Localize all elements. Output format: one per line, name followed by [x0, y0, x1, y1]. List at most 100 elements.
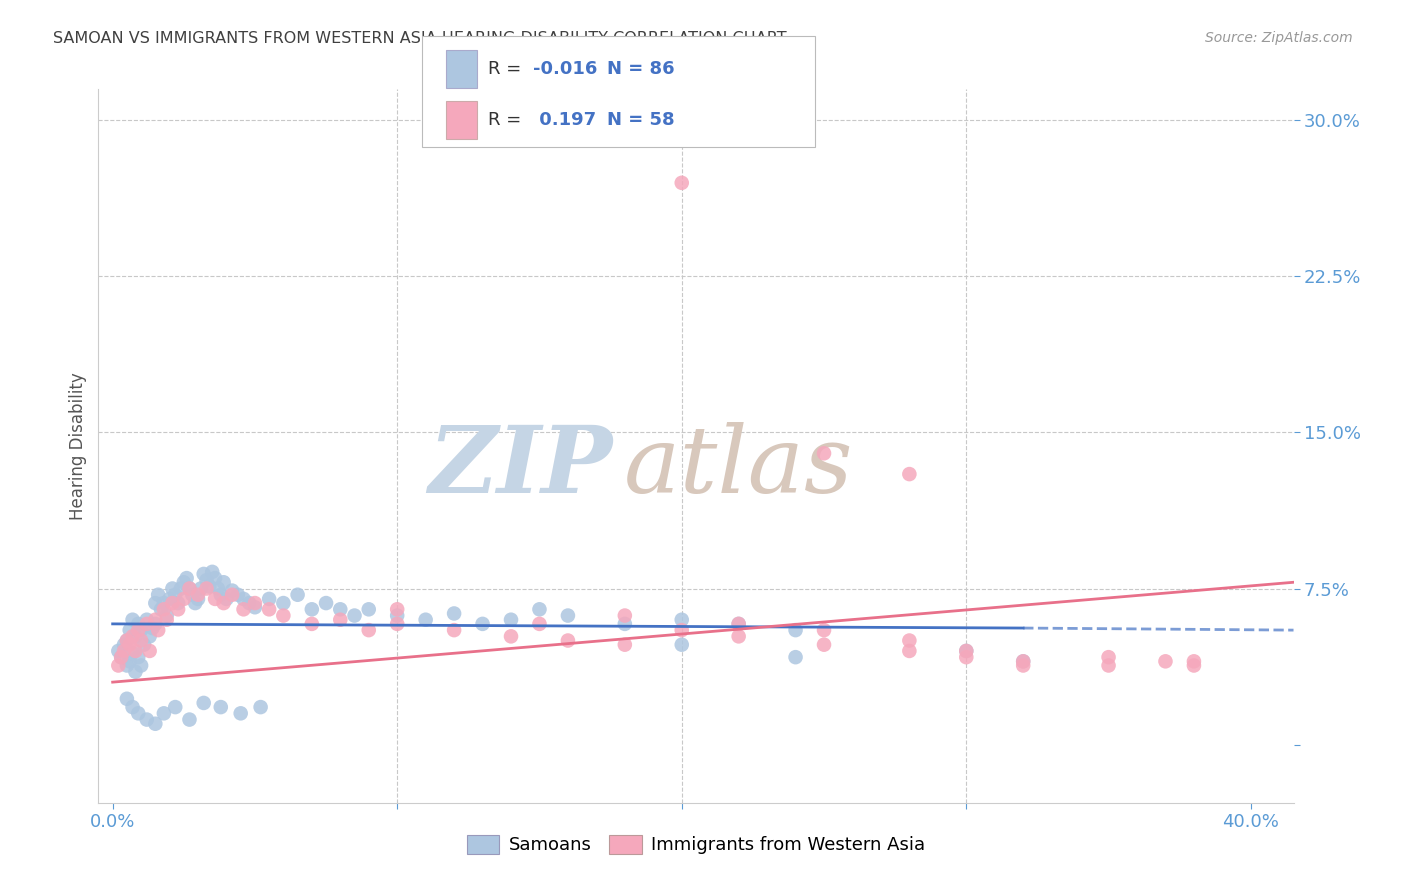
Point — [613, 616, 636, 631]
Point — [173, 575, 195, 590]
Point — [813, 638, 835, 652]
Point — [813, 446, 835, 460]
Point — [955, 650, 977, 665]
Text: atlas: atlas — [624, 423, 853, 512]
Point — [207, 582, 229, 596]
Point — [173, 591, 195, 606]
Point — [557, 608, 579, 623]
Point — [153, 706, 176, 721]
Point — [121, 613, 143, 627]
Point — [148, 588, 170, 602]
Text: R =: R = — [488, 60, 527, 78]
Point — [499, 613, 522, 627]
Point — [110, 650, 132, 665]
Point — [1154, 654, 1177, 668]
Point — [112, 638, 135, 652]
Point — [249, 700, 271, 714]
Point — [143, 616, 166, 631]
Point — [1097, 650, 1119, 665]
Point — [212, 596, 235, 610]
Point — [1182, 658, 1205, 673]
Point — [343, 608, 366, 623]
Point — [198, 579, 221, 593]
Point — [557, 633, 579, 648]
Point — [243, 596, 266, 610]
Point — [162, 596, 184, 610]
Point — [785, 650, 807, 665]
Point — [1012, 654, 1035, 668]
Point — [159, 591, 181, 606]
Point — [135, 713, 157, 727]
Point — [115, 691, 138, 706]
Point — [301, 616, 323, 631]
Point — [385, 608, 409, 623]
Point — [153, 602, 176, 616]
Text: Source: ZipAtlas.com: Source: ZipAtlas.com — [1205, 31, 1353, 45]
Text: -0.016: -0.016 — [533, 60, 598, 78]
Point — [148, 623, 170, 637]
Point — [1012, 654, 1035, 668]
Point — [176, 571, 198, 585]
Point — [170, 582, 193, 596]
Point — [118, 638, 141, 652]
Point — [229, 706, 252, 721]
Point — [110, 650, 132, 665]
Point — [115, 633, 138, 648]
Point — [1012, 658, 1035, 673]
Point — [165, 588, 187, 602]
Point — [232, 602, 254, 616]
Point — [243, 600, 266, 615]
Point — [179, 713, 201, 727]
Point — [204, 571, 226, 585]
Point — [143, 613, 166, 627]
Point — [221, 588, 243, 602]
Point — [529, 602, 551, 616]
Point — [443, 623, 465, 637]
Point — [193, 566, 215, 581]
Point — [124, 665, 146, 679]
Point — [727, 616, 749, 631]
Point — [124, 629, 146, 643]
Text: R =: R = — [488, 112, 527, 129]
Point — [115, 658, 138, 673]
Point — [1182, 654, 1205, 668]
Point — [141, 621, 163, 635]
Point — [385, 602, 409, 616]
Text: N = 58: N = 58 — [607, 112, 675, 129]
Point — [179, 582, 201, 596]
Point — [156, 608, 179, 623]
Point — [135, 613, 157, 627]
Point — [138, 644, 160, 658]
Point — [357, 623, 380, 637]
Point — [112, 644, 135, 658]
Point — [209, 700, 232, 714]
Point — [167, 596, 190, 610]
Point — [127, 616, 149, 631]
Point — [135, 616, 157, 631]
Point — [209, 588, 232, 602]
Point — [129, 623, 152, 637]
Point — [671, 638, 693, 652]
Point — [671, 623, 693, 637]
Point — [179, 582, 201, 596]
Point — [671, 613, 693, 627]
Point — [329, 602, 352, 616]
Point — [238, 596, 260, 610]
Point — [287, 588, 309, 602]
Point — [153, 596, 176, 610]
Point — [143, 716, 166, 731]
Point — [727, 616, 749, 631]
Point — [115, 633, 138, 648]
Text: SAMOAN VS IMMIGRANTS FROM WESTERN ASIA HEARING DISABILITY CORRELATION CHART: SAMOAN VS IMMIGRANTS FROM WESTERN ASIA H… — [53, 31, 787, 46]
Point — [898, 467, 921, 481]
Point — [301, 602, 323, 616]
Point — [785, 623, 807, 637]
Point — [187, 591, 209, 606]
Point — [201, 565, 224, 579]
Point — [215, 591, 238, 606]
Point — [132, 638, 155, 652]
Point — [127, 650, 149, 665]
Point — [613, 608, 636, 623]
Point — [121, 700, 143, 714]
Point — [813, 623, 835, 637]
